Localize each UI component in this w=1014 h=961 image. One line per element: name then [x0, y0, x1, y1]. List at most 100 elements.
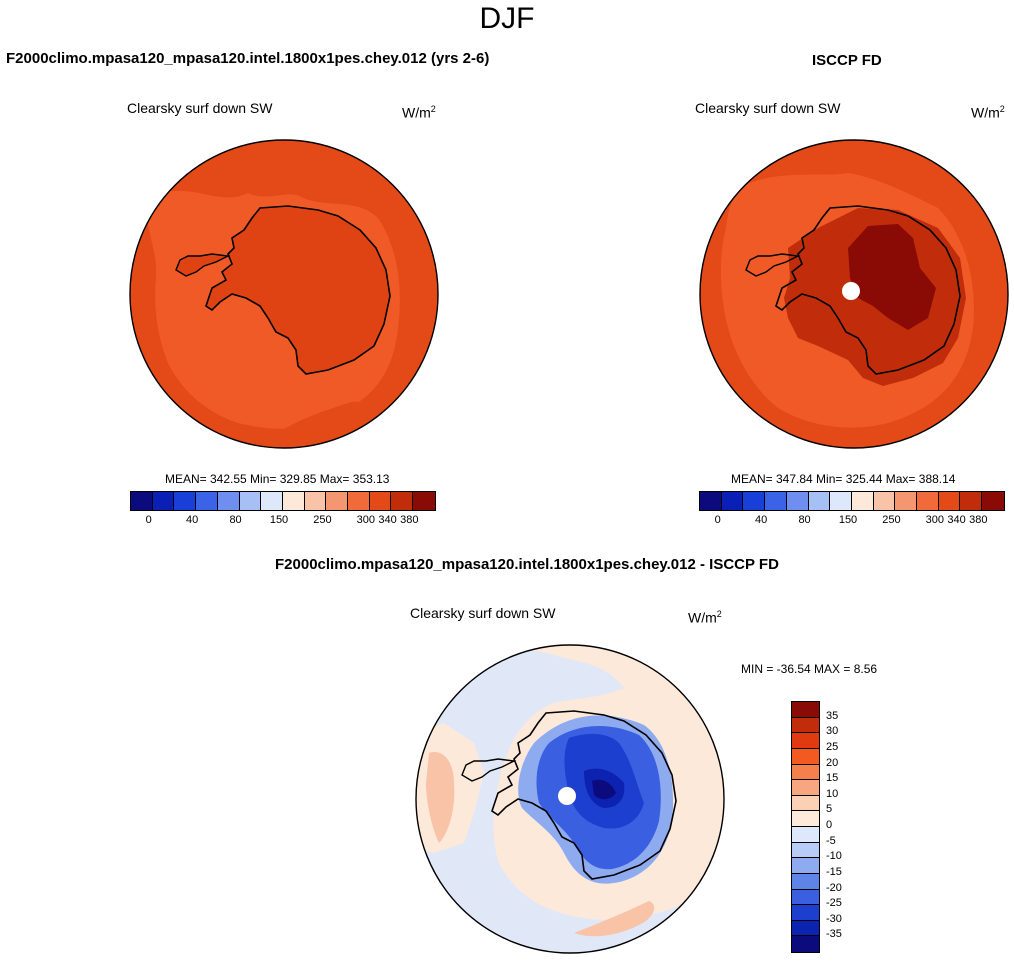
obs-colorbar-swatch [982, 492, 1004, 510]
diff-colorbar-swatch [792, 827, 819, 843]
model-stats: MEAN= 342.55 Min= 329.85 Max= 353.13 [165, 472, 390, 486]
diff-colorbar-tick-label: -5 [826, 834, 836, 847]
obs-colorbar-tick-label: 300 [925, 514, 945, 526]
model-colorbar-tick-label: 150 [269, 514, 289, 526]
model-colorbar-swatch [196, 492, 218, 510]
obs-colorbar-swatch [851, 492, 874, 510]
model-colorbar-tick-label: 380 [400, 514, 419, 526]
obs-variable-label: Clearsky surf down SW [695, 100, 841, 116]
diff-colorbar-swatch [792, 858, 819, 874]
obs-colorbar-swatch [765, 492, 787, 510]
diff-contour-band [416, 649, 724, 953]
model-contour-band [273, 401, 372, 438]
diff-colorbar-tick-label: -15 [826, 865, 842, 878]
obs-colorbar-swatch [830, 492, 852, 510]
obs-colorbar [699, 491, 1005, 511]
obs-polar-map [699, 139, 1009, 449]
diff-colorbar-swatch [792, 889, 819, 906]
model-colorbar-tick-label: 250 [313, 514, 332, 526]
diff-panel-title: F2000climo.mpasa120_mpasa120.intel.1800x… [275, 556, 779, 573]
diff-colorbar-swatch [792, 905, 819, 921]
model-variable-label: Clearsky surf down SW [127, 100, 273, 116]
diff-stats: MIN = -36.54 MAX = 8.56 [741, 662, 878, 676]
diff-colorbar-tick-label: 10 [826, 787, 839, 800]
model-colorbar-swatch [413, 492, 435, 510]
obs-colorbar-swatch [895, 492, 918, 510]
diff-colorbar-tick-label: 35 [826, 709, 839, 722]
obs-stats: MEAN= 347.84 Min= 325.44 Max= 388.14 [731, 472, 956, 486]
diff-colorbar-tick-label: -10 [826, 850, 842, 863]
model-units: W/m2 [402, 104, 436, 121]
obs-colorbar-swatch [721, 492, 744, 510]
antarctic-peninsula [745, 253, 801, 277]
antarctica-land [205, 205, 391, 375]
diff-colorbar [791, 701, 820, 953]
diff-colorbar-swatch [792, 748, 819, 765]
diff-colorbar-swatch [792, 717, 819, 734]
obs-colorbar-swatch [938, 492, 961, 510]
diff-colorbar-tick-label: -25 [826, 897, 842, 910]
obs-colorbar-tick-label: 250 [882, 514, 901, 526]
model-colorbar [130, 491, 436, 511]
obs-panel-title: ISCCP FD [812, 52, 882, 69]
obs-colorbar-tick-label: 150 [838, 514, 858, 526]
model-colorbar-swatch [131, 492, 153, 510]
diff-variable-label: Clearsky surf down SW [410, 605, 556, 621]
obs-colorbar-tick-label: 380 [969, 514, 988, 526]
diff-colorbar-tick-label: 30 [826, 725, 839, 738]
model-colorbar-tick-label: 300 [356, 514, 376, 526]
obs-colorbar-swatch [743, 492, 766, 510]
diff-colorbar-ticks: 35 30 25 20 15 10 5 0 -5 -10 -15 -20 -25 -30 -35 [826, 701, 866, 951]
diff-contour-band [592, 779, 616, 800]
obs-colorbar-swatch [960, 492, 983, 510]
diff-colorbar-swatch [792, 920, 819, 937]
diff-colorbar-swatch [792, 733, 819, 749]
model-colorbar-swatch [217, 492, 240, 510]
model-colorbar-swatch [304, 492, 327, 510]
obs-colorbar-swatch [786, 492, 809, 510]
diff-colorbar-swatch [792, 702, 819, 718]
diff-colorbar-swatch [792, 795, 819, 812]
season-title: DJF [479, 2, 535, 35]
antarctic-peninsula [461, 758, 517, 782]
model-colorbar-swatch [282, 492, 305, 510]
diff-colorbar-tick-label: -20 [826, 881, 842, 894]
model-colorbar-swatch [326, 492, 349, 510]
obs-colorbar-tick-label: 80 [798, 514, 811, 526]
model-colorbar-swatch [369, 492, 392, 510]
antarctica-land [491, 710, 677, 880]
diff-colorbar-swatch [792, 780, 819, 796]
obs-colorbar-tick-label: 340 [947, 514, 966, 526]
model-colorbar-tick-label: 40 [186, 514, 199, 526]
diff-contour-band [426, 752, 455, 843]
diff-colorbar-swatch [792, 873, 819, 890]
obs-units: W/m2 [971, 104, 1005, 121]
model-colorbar-swatch [391, 492, 414, 510]
diff-colorbar-tick-label: 15 [826, 772, 839, 785]
diff-contour-band [574, 901, 655, 937]
model-colorbar-swatch [239, 492, 262, 510]
diff-colorbar-tick-label: -30 [826, 912, 842, 925]
diff-colorbar-tick-label: -35 [826, 928, 842, 941]
obs-colorbar-tick-label: 0 [714, 514, 721, 526]
obs-colorbar-swatch [917, 492, 939, 510]
model-colorbar-tick-label: 0 [145, 514, 152, 526]
diff-polar-map [415, 644, 725, 954]
model-colorbar-swatch [174, 492, 197, 510]
diff-colorbar-swatch [792, 764, 819, 781]
pole-hole [558, 787, 576, 805]
obs-colorbar-swatch [873, 492, 896, 510]
diff-colorbar-swatch [792, 936, 819, 952]
obs-colorbar-tick-label: 40 [755, 514, 768, 526]
model-polar-map [129, 139, 439, 449]
model-colorbar-swatch [152, 492, 175, 510]
model-colorbar-swatch [348, 492, 370, 510]
antarctic-peninsula [175, 253, 231, 277]
diff-colorbar-swatch [792, 842, 819, 859]
diff-colorbar-tick-label: 25 [826, 740, 839, 753]
obs-contour-band [848, 224, 936, 330]
diff-units: W/m2 [688, 609, 722, 626]
obs-colorbar-swatch [808, 492, 831, 510]
model-colorbar-tick-label: 80 [229, 514, 242, 526]
diff-colorbar-tick-label: 5 [826, 803, 833, 816]
